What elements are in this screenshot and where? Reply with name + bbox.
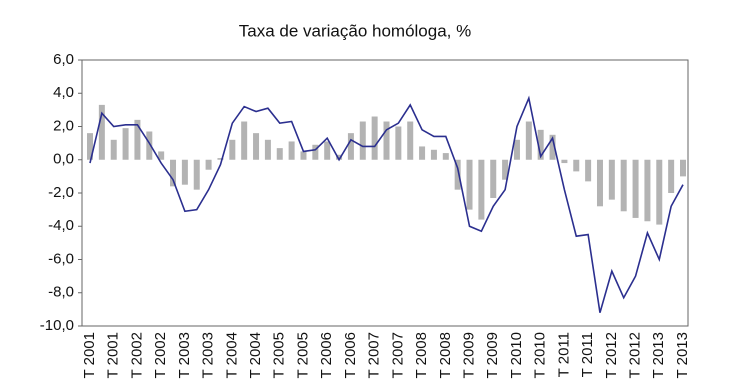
y-tick-label: 6,0 bbox=[53, 51, 74, 68]
bar bbox=[561, 159, 568, 164]
bar bbox=[146, 131, 153, 160]
x-tick-label: T 2010 bbox=[508, 332, 525, 378]
bar bbox=[442, 153, 449, 160]
bar bbox=[573, 159, 580, 172]
bar bbox=[300, 151, 307, 160]
bar bbox=[312, 144, 319, 160]
x-tick-label: T 2007 bbox=[389, 332, 406, 378]
x-tick-label: T 2009 bbox=[460, 332, 477, 378]
y-tick-label: -2,0 bbox=[48, 184, 74, 201]
bar bbox=[170, 159, 177, 187]
x-tick-label: T 2012 bbox=[627, 332, 644, 378]
x-tick-label: T 2002 bbox=[152, 332, 169, 378]
line bbox=[89, 95, 684, 313]
x-tick-label: T 2006 bbox=[342, 332, 359, 378]
bar bbox=[680, 159, 686, 177]
y-tick-label: -6,0 bbox=[48, 250, 74, 267]
bar bbox=[253, 133, 260, 160]
y-tick-label: 2,0 bbox=[53, 117, 74, 134]
bar bbox=[264, 139, 271, 160]
bar bbox=[585, 159, 592, 182]
bar bbox=[525, 121, 532, 160]
y-tick-label: -10,0 bbox=[40, 317, 74, 334]
x-tick-label: T 2004 bbox=[223, 332, 240, 378]
bar bbox=[229, 139, 236, 160]
chart-subtitle: Taxa de variação homóloga, % bbox=[239, 21, 471, 40]
bar bbox=[359, 121, 366, 160]
bar bbox=[549, 134, 556, 160]
bar bbox=[122, 128, 129, 160]
bar bbox=[454, 159, 461, 190]
y-tick-label: 0,0 bbox=[53, 151, 74, 168]
x-tick-label: T 2010 bbox=[532, 332, 549, 378]
bar bbox=[632, 159, 639, 218]
x-tick-label: T 2008 bbox=[413, 332, 430, 378]
bar bbox=[478, 159, 485, 220]
x-tick-label: T 2013 bbox=[674, 332, 691, 378]
bar bbox=[217, 158, 224, 160]
bar bbox=[430, 149, 437, 160]
y-tick-label: -4,0 bbox=[48, 217, 74, 234]
bar bbox=[644, 159, 651, 222]
bar bbox=[181, 159, 188, 185]
x-tick-label: T 2003 bbox=[176, 332, 193, 378]
bar bbox=[656, 159, 663, 225]
y-tick-label: -8,0 bbox=[48, 284, 74, 301]
x-tick-label: T 2013 bbox=[650, 332, 667, 378]
bar bbox=[205, 159, 212, 170]
bar bbox=[608, 159, 615, 200]
bar bbox=[241, 121, 248, 160]
bar bbox=[347, 133, 354, 160]
bar bbox=[288, 141, 295, 160]
bar bbox=[395, 126, 402, 160]
x-tick-label: T 2008 bbox=[437, 332, 454, 378]
bar bbox=[158, 151, 165, 160]
bar bbox=[668, 159, 675, 193]
bar bbox=[193, 159, 200, 190]
bar bbox=[537, 129, 544, 160]
bar bbox=[110, 139, 117, 160]
bar bbox=[490, 159, 497, 198]
x-tick-label: T 2001 bbox=[105, 332, 122, 378]
x-tick-label: T 2005 bbox=[271, 332, 288, 378]
bar bbox=[419, 146, 426, 160]
bar bbox=[276, 148, 283, 160]
x-tick-label: T 2007 bbox=[366, 332, 383, 378]
x-tick-label: T 2011 bbox=[579, 332, 596, 377]
x-tick-label: T 2004 bbox=[247, 332, 264, 378]
x-tick-label: T 2006 bbox=[318, 332, 335, 378]
bar bbox=[513, 139, 520, 160]
x-tick-label: T 2003 bbox=[200, 332, 217, 378]
bar bbox=[336, 154, 343, 160]
bar bbox=[98, 104, 105, 160]
bar bbox=[502, 159, 509, 180]
bar bbox=[324, 141, 331, 160]
bar bbox=[87, 133, 93, 160]
bar bbox=[134, 119, 141, 160]
x-tick-label: T 2005 bbox=[294, 332, 311, 378]
x-tick-label: T 2012 bbox=[603, 332, 620, 378]
y-tick-label: 4,0 bbox=[53, 84, 74, 101]
x-tick-label: T 2001 bbox=[81, 332, 98, 378]
x-tick-label: T 2011 bbox=[555, 332, 572, 377]
bar bbox=[466, 159, 473, 210]
x-tick-label: T 2009 bbox=[484, 332, 501, 378]
x-tick-label: T 2002 bbox=[128, 332, 145, 378]
bar bbox=[407, 121, 414, 160]
bar bbox=[596, 159, 603, 207]
bar bbox=[383, 121, 390, 160]
bar bbox=[371, 116, 378, 160]
bar bbox=[620, 159, 627, 212]
